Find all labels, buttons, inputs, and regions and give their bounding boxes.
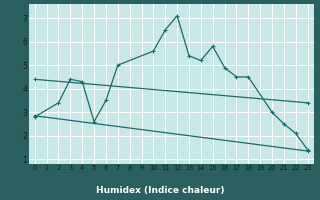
Text: Humidex (Indice chaleur): Humidex (Indice chaleur) [96,186,224,194]
